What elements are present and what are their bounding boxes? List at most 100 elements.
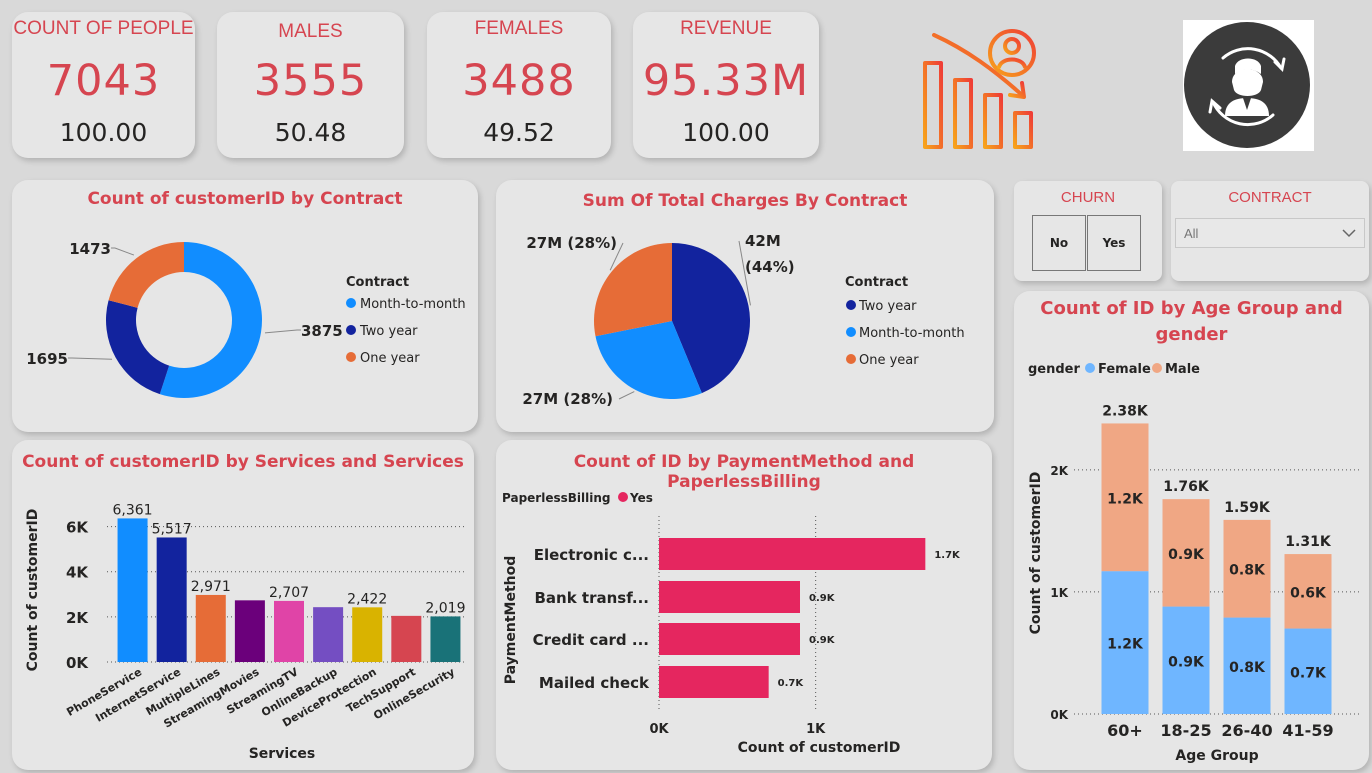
- legend-label: Month-to-month: [859, 326, 965, 341]
- legend-marker: [618, 492, 628, 502]
- segment-data-label: 0.8K: [1229, 660, 1266, 676]
- bar-data-label: 0.9K: [809, 593, 836, 604]
- kpi-subvalue: 49.52: [483, 118, 555, 147]
- pie-slice: [672, 243, 751, 394]
- services-bar-chart: 0K2K4K6K6,361PhoneService5,517InternetSe…: [25, 502, 467, 762]
- donut-slice: [108, 242, 184, 308]
- slice-data-label: 42M: [745, 232, 781, 250]
- x-tick-label: 60+: [1107, 721, 1143, 740]
- y-tick-label: 2K: [66, 609, 89, 627]
- slice-data-label: 27M (28%): [522, 390, 613, 408]
- services-bar-card: Count of customerID by Services and Serv…: [12, 440, 474, 770]
- slice-data-label: 1695: [26, 350, 68, 368]
- chevron-down-icon: [1342, 229, 1356, 238]
- leader-line: [111, 247, 135, 256]
- charges-pie-chart: 42M (44%) 27M (28%) 27M (28%) Contract Two ye…: [522, 232, 965, 408]
- donut-slice: [106, 300, 170, 395]
- bar: [156, 537, 187, 662]
- kpi-subvalue: 100.00: [59, 118, 148, 147]
- bar: [659, 581, 800, 613]
- kpi-value: 95.33M: [642, 56, 810, 106]
- churn-no-button[interactable]: No: [1032, 215, 1086, 271]
- bar: [391, 615, 422, 662]
- x-tick-label: 1K: [806, 722, 826, 737]
- legend-marker: [346, 298, 356, 308]
- segment-data-label: 1.2K: [1107, 491, 1144, 507]
- stacked-bar-segment: [1223, 617, 1271, 714]
- segment-data-label: 0.8K: [1229, 563, 1266, 579]
- y-tick-label: 4K: [66, 564, 89, 582]
- charges-pie-card: Sum Of Total Charges By Contract 42M (44%…: [496, 180, 994, 432]
- legend-marker: [1085, 363, 1095, 373]
- leader-line: [618, 391, 635, 400]
- y-axis-title: PaymentMethod: [503, 556, 519, 685]
- dropdown-value: All: [1184, 226, 1199, 241]
- y-tick-label: 0K: [1050, 708, 1068, 722]
- y-tick-label: 0K: [66, 654, 89, 672]
- chart-title: Count of ID by PaymentMethod and Paperle…: [573, 452, 915, 492]
- chart-title: Sum Of Total Charges By Contract: [582, 191, 908, 211]
- stacked-bar-segment: [1284, 628, 1332, 714]
- segment-data-label: 0.7K: [1290, 665, 1327, 681]
- legend-label: One year: [360, 351, 420, 366]
- legend-marker: [846, 354, 856, 364]
- legend-title: gender: [1028, 362, 1081, 377]
- kpi-title: FEMALES: [474, 18, 564, 39]
- slice-data-label: 3875: [301, 322, 343, 340]
- age-gender-bar-chart: gender Female Male 0K 1K 2K 1.2K 1.2K 2.38K 60+ 0.…: [1028, 362, 1359, 764]
- legend-title: PaperlessBilling: [502, 491, 611, 505]
- churn-yes-button[interactable]: Yes: [1087, 215, 1141, 271]
- segment-data-label: 0.9K: [1168, 654, 1205, 670]
- kpi-count-of-people: COUNT OF PEOPLE 7043 100.00: [12, 12, 195, 158]
- y-tick-label: Bank transf...: [534, 589, 649, 607]
- legend-title: Contract: [845, 275, 908, 290]
- kpi-value: 3555: [253, 56, 368, 106]
- stacked-bar-segment: [1101, 423, 1149, 572]
- chart-title: Count of customerID by Contract: [87, 189, 403, 209]
- kpi-title: REVENUE: [680, 18, 772, 39]
- bar: [659, 623, 800, 655]
- slice-data-label: (44%): [745, 258, 795, 276]
- stacked-bar-segment: [1162, 499, 1210, 607]
- kpi-title: MALES: [278, 21, 343, 42]
- legend-title: Contract: [346, 275, 409, 290]
- bar: [352, 607, 383, 662]
- kpi-subvalue: 50.48: [274, 118, 347, 147]
- kpi-title: COUNT OF PEOPLE: [13, 18, 194, 39]
- bar-data-label: 1.7K: [934, 550, 961, 561]
- legend-marker: [346, 325, 356, 335]
- chart-title: Count of customerID by Services and Serv…: [22, 452, 464, 472]
- payment-bar-card: Count of ID by PaymentMethod and Paperle…: [496, 440, 992, 770]
- y-tick-label: 6K: [66, 519, 89, 537]
- y-tick-label: 1K: [1050, 586, 1068, 600]
- contract-dropdown[interactable]: All: [1175, 218, 1365, 248]
- segment-data-label: 0.9K: [1168, 547, 1205, 563]
- x-tick-label: 26-40: [1221, 721, 1272, 740]
- bar: [659, 666, 769, 698]
- x-tick-label: 0K: [649, 722, 669, 737]
- chart-title: Count of ID by Age Group and gender: [1040, 298, 1343, 345]
- legend-marker: [846, 327, 856, 337]
- stacked-bar-segment: [1162, 606, 1210, 714]
- legend-marker: [1152, 363, 1162, 373]
- churn-slicer: CHURN No Yes: [1014, 181, 1162, 281]
- kpi-value: 3488: [462, 56, 576, 106]
- legend-label: Two year: [359, 324, 418, 339]
- kpi-males: MALES 3555 50.48: [217, 12, 404, 158]
- bar-data-label: 2,971: [191, 579, 231, 595]
- bar: [234, 600, 265, 662]
- kpi-females: FEMALES 3488 49.52: [427, 12, 611, 158]
- contract-donut-card: Count of customerID by Contract 3875 1695…: [12, 180, 478, 432]
- leader-line: [738, 240, 751, 306]
- y-tick-label: Credit card ...: [533, 631, 649, 649]
- y-axis-title: Count of customerID: [1028, 472, 1044, 635]
- pie-slice: [594, 243, 672, 337]
- legend-marker: [846, 300, 856, 310]
- x-axis-title: Count of customerID: [738, 740, 901, 756]
- bar-data-label: 2,422: [347, 591, 387, 607]
- bar-data-label: 5,517: [152, 521, 192, 537]
- bar: [117, 518, 148, 662]
- contract-slicer: CONTRACT All: [1171, 181, 1369, 281]
- total-data-label: 2.38K: [1102, 403, 1149, 419]
- legend-marker: [346, 352, 356, 362]
